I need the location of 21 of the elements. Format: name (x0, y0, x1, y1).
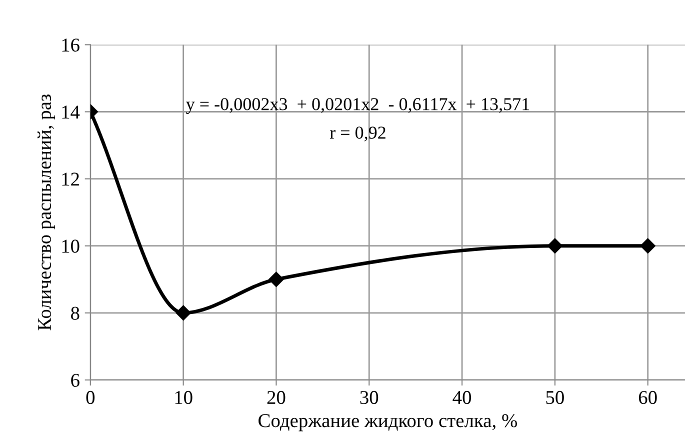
point (268, 272, 284, 287)
y-tick-label: 14 (62, 106, 80, 118)
annotation: y = -0,0002x3 + 0,0201x2 - 0,6117x + 13,571 (186, 98, 530, 114)
point (176, 305, 191, 320)
x-tick-label: 20 (267, 390, 286, 404)
point (547, 238, 563, 254)
x-tick-label: 40 (452, 390, 472, 404)
y-tick-label: 8 (71, 306, 80, 320)
y-tick-label: 12 (62, 172, 79, 186)
y-tick-label: 16 (62, 38, 80, 52)
y-tick-label: 6 (71, 374, 80, 387)
y-tick-label: 10 (62, 240, 80, 253)
x-tick-label: 30 (360, 390, 378, 404)
point (640, 238, 656, 254)
annotation: r = 0,92 (330, 126, 386, 142)
y-axis-title: Количество распылений, раз (38, 94, 56, 330)
x-tick-label: 50 (546, 390, 564, 404)
x-tick-label: 60 (638, 390, 657, 404)
x-tick-label: 10 (175, 390, 192, 404)
x-tick-label: 0 (86, 390, 95, 404)
x-axis-title: Содержание жидкого стелка, % (258, 414, 517, 432)
